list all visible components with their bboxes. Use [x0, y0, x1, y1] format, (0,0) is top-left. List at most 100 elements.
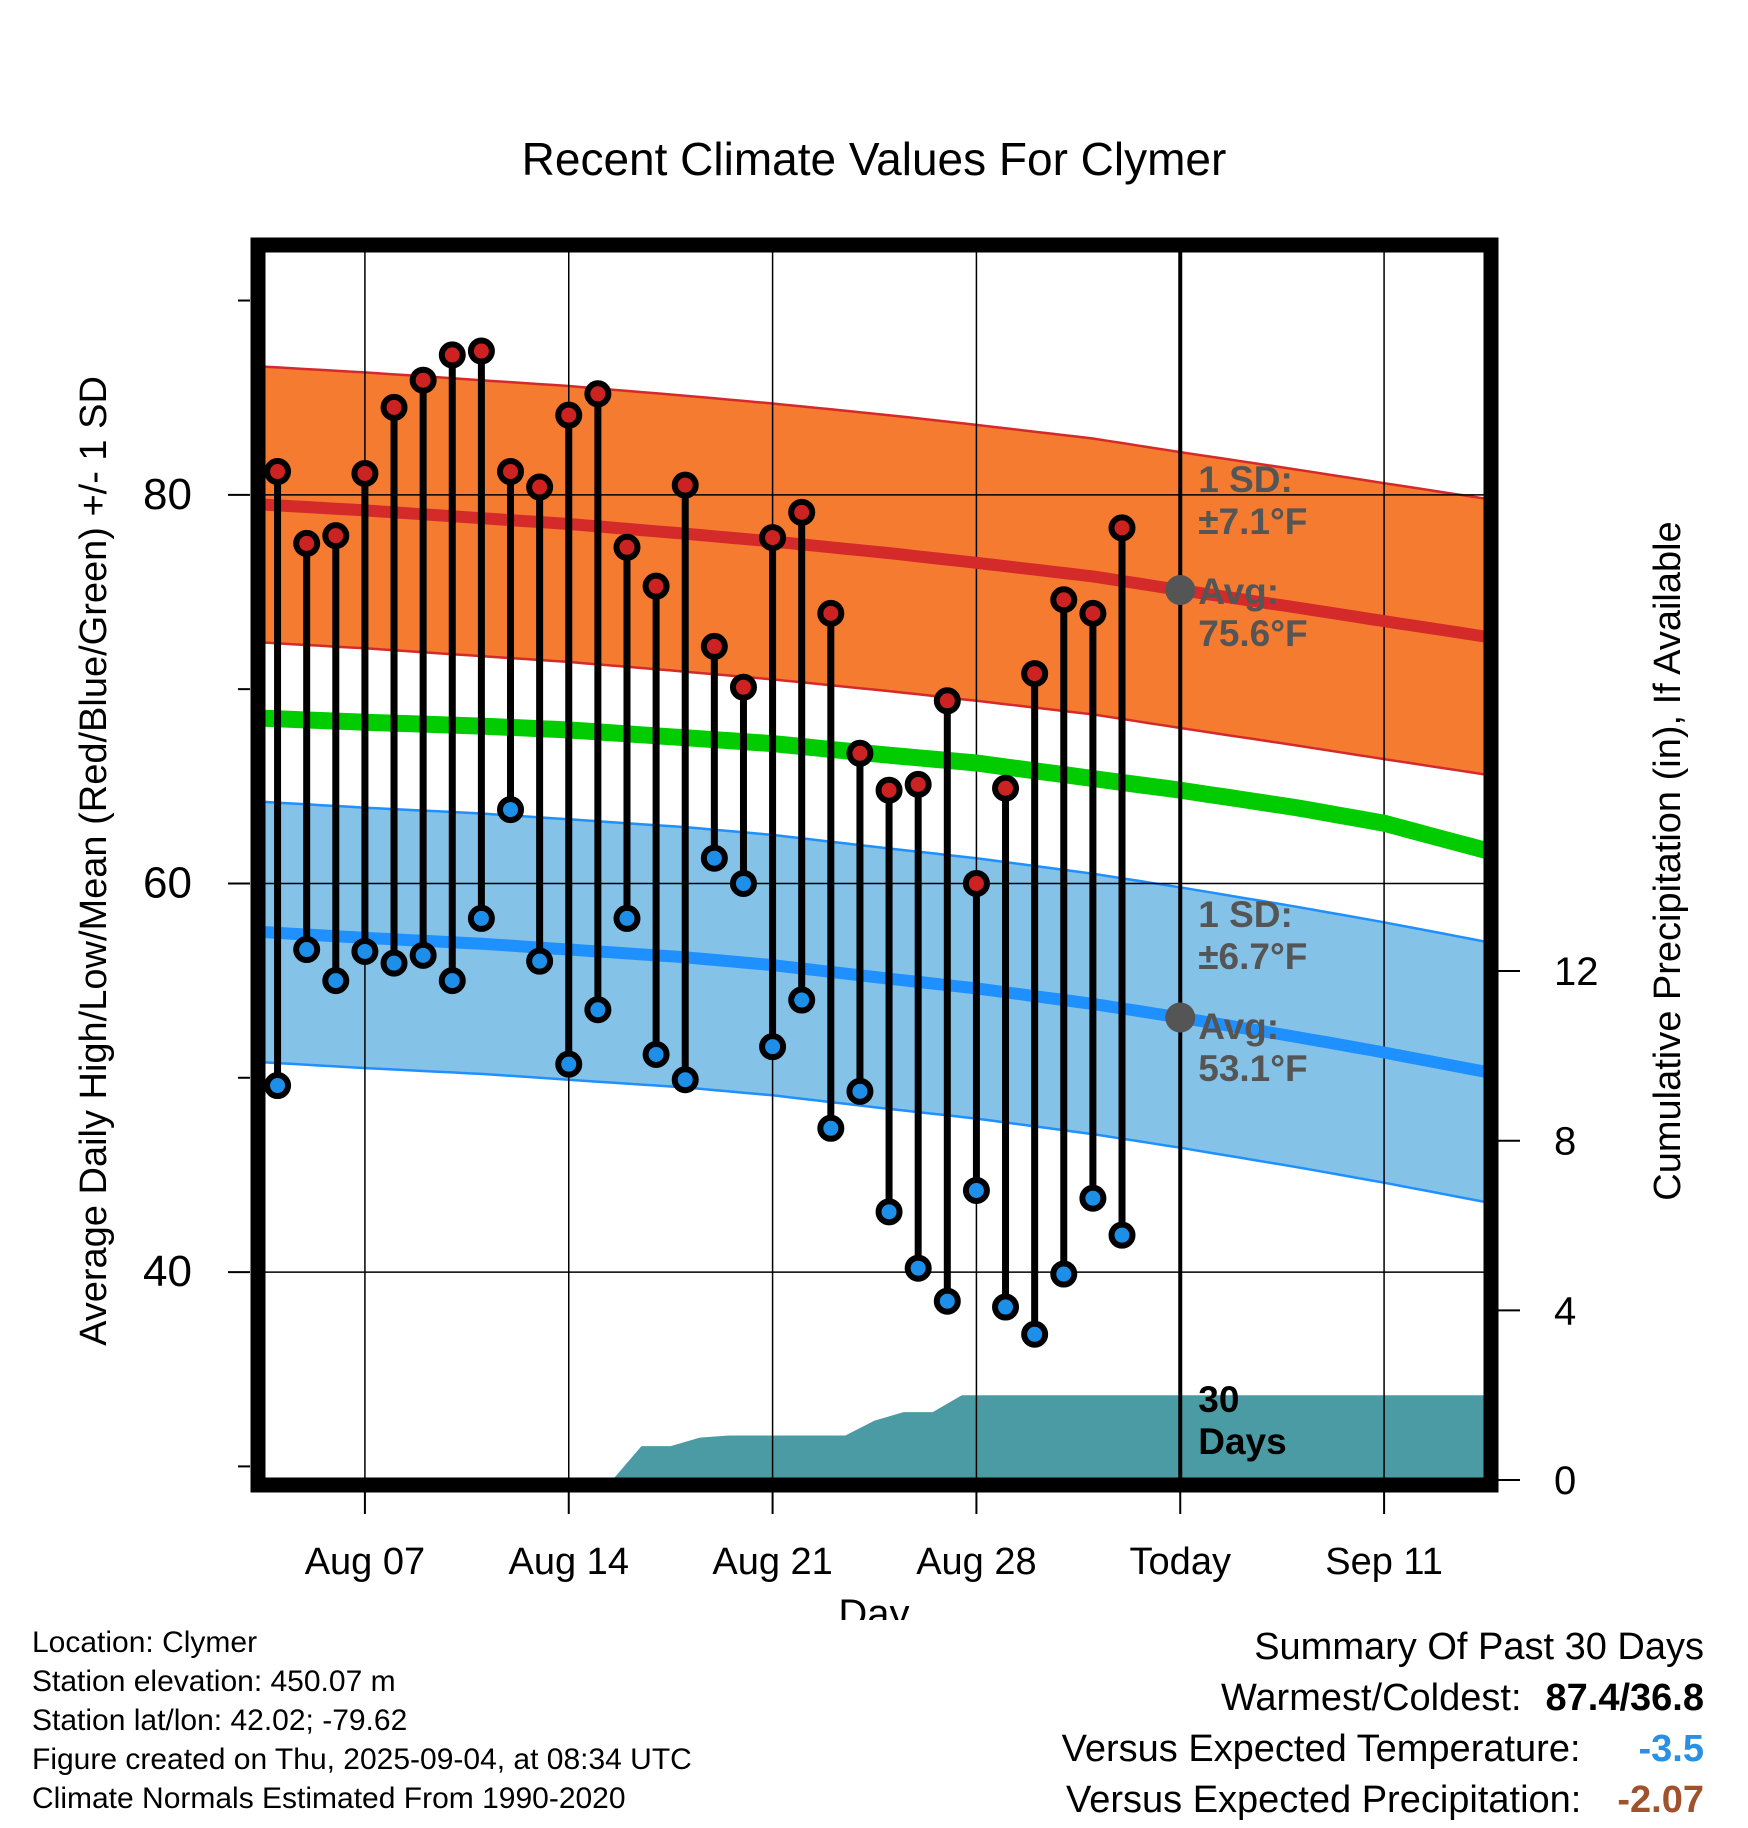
obs-low-point-7 [467, 904, 495, 932]
temp-anomaly-row: Versus Expected Temperature: -3.5 [1062, 1724, 1704, 1775]
obs-high-point-21 [875, 776, 903, 804]
elevation-text: Station elevation: 450.07 m [32, 1665, 396, 1698]
obs-high-point-9 [526, 473, 554, 501]
x-tick-label-0: Aug 07 [305, 1541, 425, 1583]
obs-low-point-13 [642, 1040, 670, 1068]
obs-low-point-21 [875, 1198, 903, 1226]
today-low-avg-marker [1165, 1002, 1196, 1033]
obs-high-point-26 [1021, 660, 1049, 688]
obs-low-point-4 [380, 949, 408, 977]
cumulative-precip-area [263, 1395, 1486, 1480]
obs-high-point-6 [438, 341, 466, 369]
obs-high-point-2 [322, 522, 350, 550]
obs-high-point-4 [380, 393, 408, 421]
obs-high-point-12 [613, 533, 641, 561]
x-tick-label-3: Aug 28 [916, 1541, 1036, 1583]
obs-low-point-8 [497, 796, 525, 824]
obs-high-point-25 [992, 774, 1020, 802]
y2-tick-label-12: 12 [1554, 950, 1599, 994]
obs-high-point-16 [729, 673, 757, 701]
x-tick-label-5: Sep 11 [1325, 1541, 1443, 1583]
chart-title: Recent Climate Values For Clymer [522, 133, 1227, 185]
obs-high-point-19 [817, 599, 845, 627]
high-sd-label-1: ±7.1°F [1198, 501, 1307, 542]
warm-cold-label: Warmest/Coldest: [1220, 1677, 1522, 1719]
obs-high-point-23 [933, 687, 961, 715]
y-tick-label-60: 60 [143, 858, 192, 907]
y-axis-label: Average Daily High/Low/Mean (Red/Blue/Gr… [73, 376, 115, 1346]
high-sd-label-0: 1 SD: [1198, 459, 1293, 500]
plot-frame [250, 237, 1499, 1493]
obs-low-point-23 [933, 1287, 961, 1315]
plot-border [250, 237, 1499, 1493]
obs-low-point-5 [409, 941, 437, 969]
temp-anomaly-value: -3.5 [1638, 1728, 1704, 1770]
x-tick-label-4: Today [1130, 1541, 1231, 1583]
obs-high-point-13 [642, 572, 670, 600]
obs-low-point-22 [904, 1254, 932, 1282]
y2-tick-label-8: 8 [1554, 1120, 1576, 1164]
normal-high-line [262, 498, 1487, 643]
low-sd-label-0: 1 SD: [1198, 894, 1293, 935]
precip-days-label-0: 30 [1198, 1379, 1239, 1420]
created-text: Figure created on Thu, 2025-09-04, at 08… [32, 1743, 692, 1776]
latlon-text: Station lat/lon: 42.02; -79.62 [32, 1704, 408, 1737]
obs-low-point-19 [817, 1114, 845, 1142]
precip-anomaly-value: -2.07 [1617, 1779, 1704, 1821]
high-sd-band-upper-edge [262, 365, 1487, 500]
y-tick-label-40: 40 [143, 1247, 192, 1296]
warm-cold-value: 87.4/36.8 [1545, 1677, 1704, 1719]
obs-low-point-18 [788, 986, 816, 1014]
y2-tick-label-0: 0 [1554, 1459, 1576, 1503]
obs-low-point-29 [1108, 1221, 1136, 1249]
high-avg-label-0: Avg: [1198, 571, 1279, 612]
high-avg-label-1: 75.6°F [1198, 613, 1307, 654]
obs-low-point-11 [584, 996, 612, 1024]
obs-high-point-5 [409, 366, 437, 394]
obs-low-point-16 [729, 869, 757, 897]
obs-high-point-29 [1108, 514, 1136, 542]
obs-low-point-26 [1021, 1320, 1049, 1348]
obs-low-point-25 [992, 1293, 1020, 1321]
precip-days-label-1: Days [1198, 1421, 1286, 1462]
low-avg-label-1: 53.1°F [1198, 1048, 1307, 1089]
obs-low-point-10 [555, 1050, 583, 1078]
precip-anomaly-row: Versus Expected Precipitation: -2.07 [1062, 1775, 1704, 1826]
axes: Aug 07 Aug 14 Aug 21 Aug 28 Today Sep 1140608… [143, 299, 1599, 1583]
obs-low-point-3 [351, 937, 379, 965]
summary-title: Summary Of Past 30 Days [1254, 1626, 1704, 1668]
low-avg-label-0: Avg: [1198, 1006, 1279, 1047]
obs-high-point-27 [1050, 586, 1078, 614]
obs-high-point-20 [846, 739, 874, 767]
precipitation-area [263, 1395, 1486, 1480]
obs-high-point-8 [497, 458, 525, 486]
low-sd-band-lower-edge [262, 1060, 1487, 1204]
y2-axis-label: Cumulative Precipitation (in), If Availa… [1647, 521, 1689, 1200]
obs-high-point-22 [904, 770, 932, 798]
obs-low-point-14 [671, 1066, 699, 1094]
obs-high-point-7 [467, 337, 495, 365]
obs-low-point-1 [293, 936, 321, 964]
low-sd-band [263, 801, 1486, 1203]
y-tick-label-80: 80 [143, 470, 192, 519]
obs-low-point-15 [700, 844, 728, 872]
obs-low-point-28 [1079, 1184, 1107, 1212]
obs-low-point-9 [526, 947, 554, 975]
obs-high-point-17 [759, 524, 787, 552]
location-text: Location: Clymer [32, 1626, 258, 1659]
obs-high-point-14 [671, 471, 699, 499]
y2-tick-label-4: 4 [1554, 1289, 1576, 1333]
summary-panel: Summary Of Past 30 Days Warmest/Coldest:… [1062, 1622, 1704, 1826]
normals-text: Climate Normals Estimated From 1990-2020 [32, 1782, 626, 1815]
observations [264, 337, 1136, 1348]
station-info: Location: Clymer Station elevation: 450.… [32, 1623, 692, 1818]
obs-high-point-11 [584, 380, 612, 408]
warm-cold-row: Warmest/Coldest: 87.4/36.8 [1062, 1673, 1704, 1724]
high-sd-band-lower-edge [262, 641, 1487, 776]
obs-high-point-15 [700, 632, 728, 660]
normal-mean-line [262, 709, 1489, 859]
low-sd-band-upper-edge [262, 800, 1487, 944]
obs-low-point-2 [322, 967, 350, 995]
precip-anomaly-label: Versus Expected Precipitation: [1065, 1779, 1582, 1821]
